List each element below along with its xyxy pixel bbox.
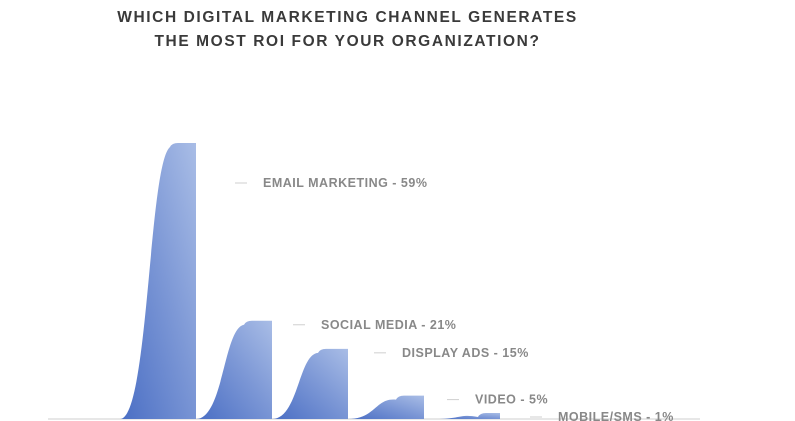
chart-bars xyxy=(120,143,500,419)
bar-social-media xyxy=(196,320,272,419)
bar-email-marketing xyxy=(120,143,196,419)
bar-video xyxy=(348,395,424,419)
chart-leaders xyxy=(235,182,542,418)
data-label: VIDEO - 5% xyxy=(475,393,548,407)
data-label: DISPLAY ADS - 15% xyxy=(402,346,529,360)
bar-mobile-sms xyxy=(436,413,500,419)
chart-title-line-1: WHICH DIGITAL MARKETING CHANNEL GENERATE… xyxy=(117,9,578,26)
bar-display-ads xyxy=(272,348,348,419)
data-label: MOBILE/SMS - 1% xyxy=(558,410,674,421)
chart-title-line-2: THE MOST ROI FOR YOUR ORGANIZATION? xyxy=(154,33,541,50)
data-label: EMAIL MARKETING - 59% xyxy=(263,176,427,190)
chart-labels: EMAIL MARKETING - 59% SOCIAL MEDIA - 21% D… xyxy=(263,176,674,421)
data-label: SOCIAL MEDIA - 21% xyxy=(321,318,456,332)
